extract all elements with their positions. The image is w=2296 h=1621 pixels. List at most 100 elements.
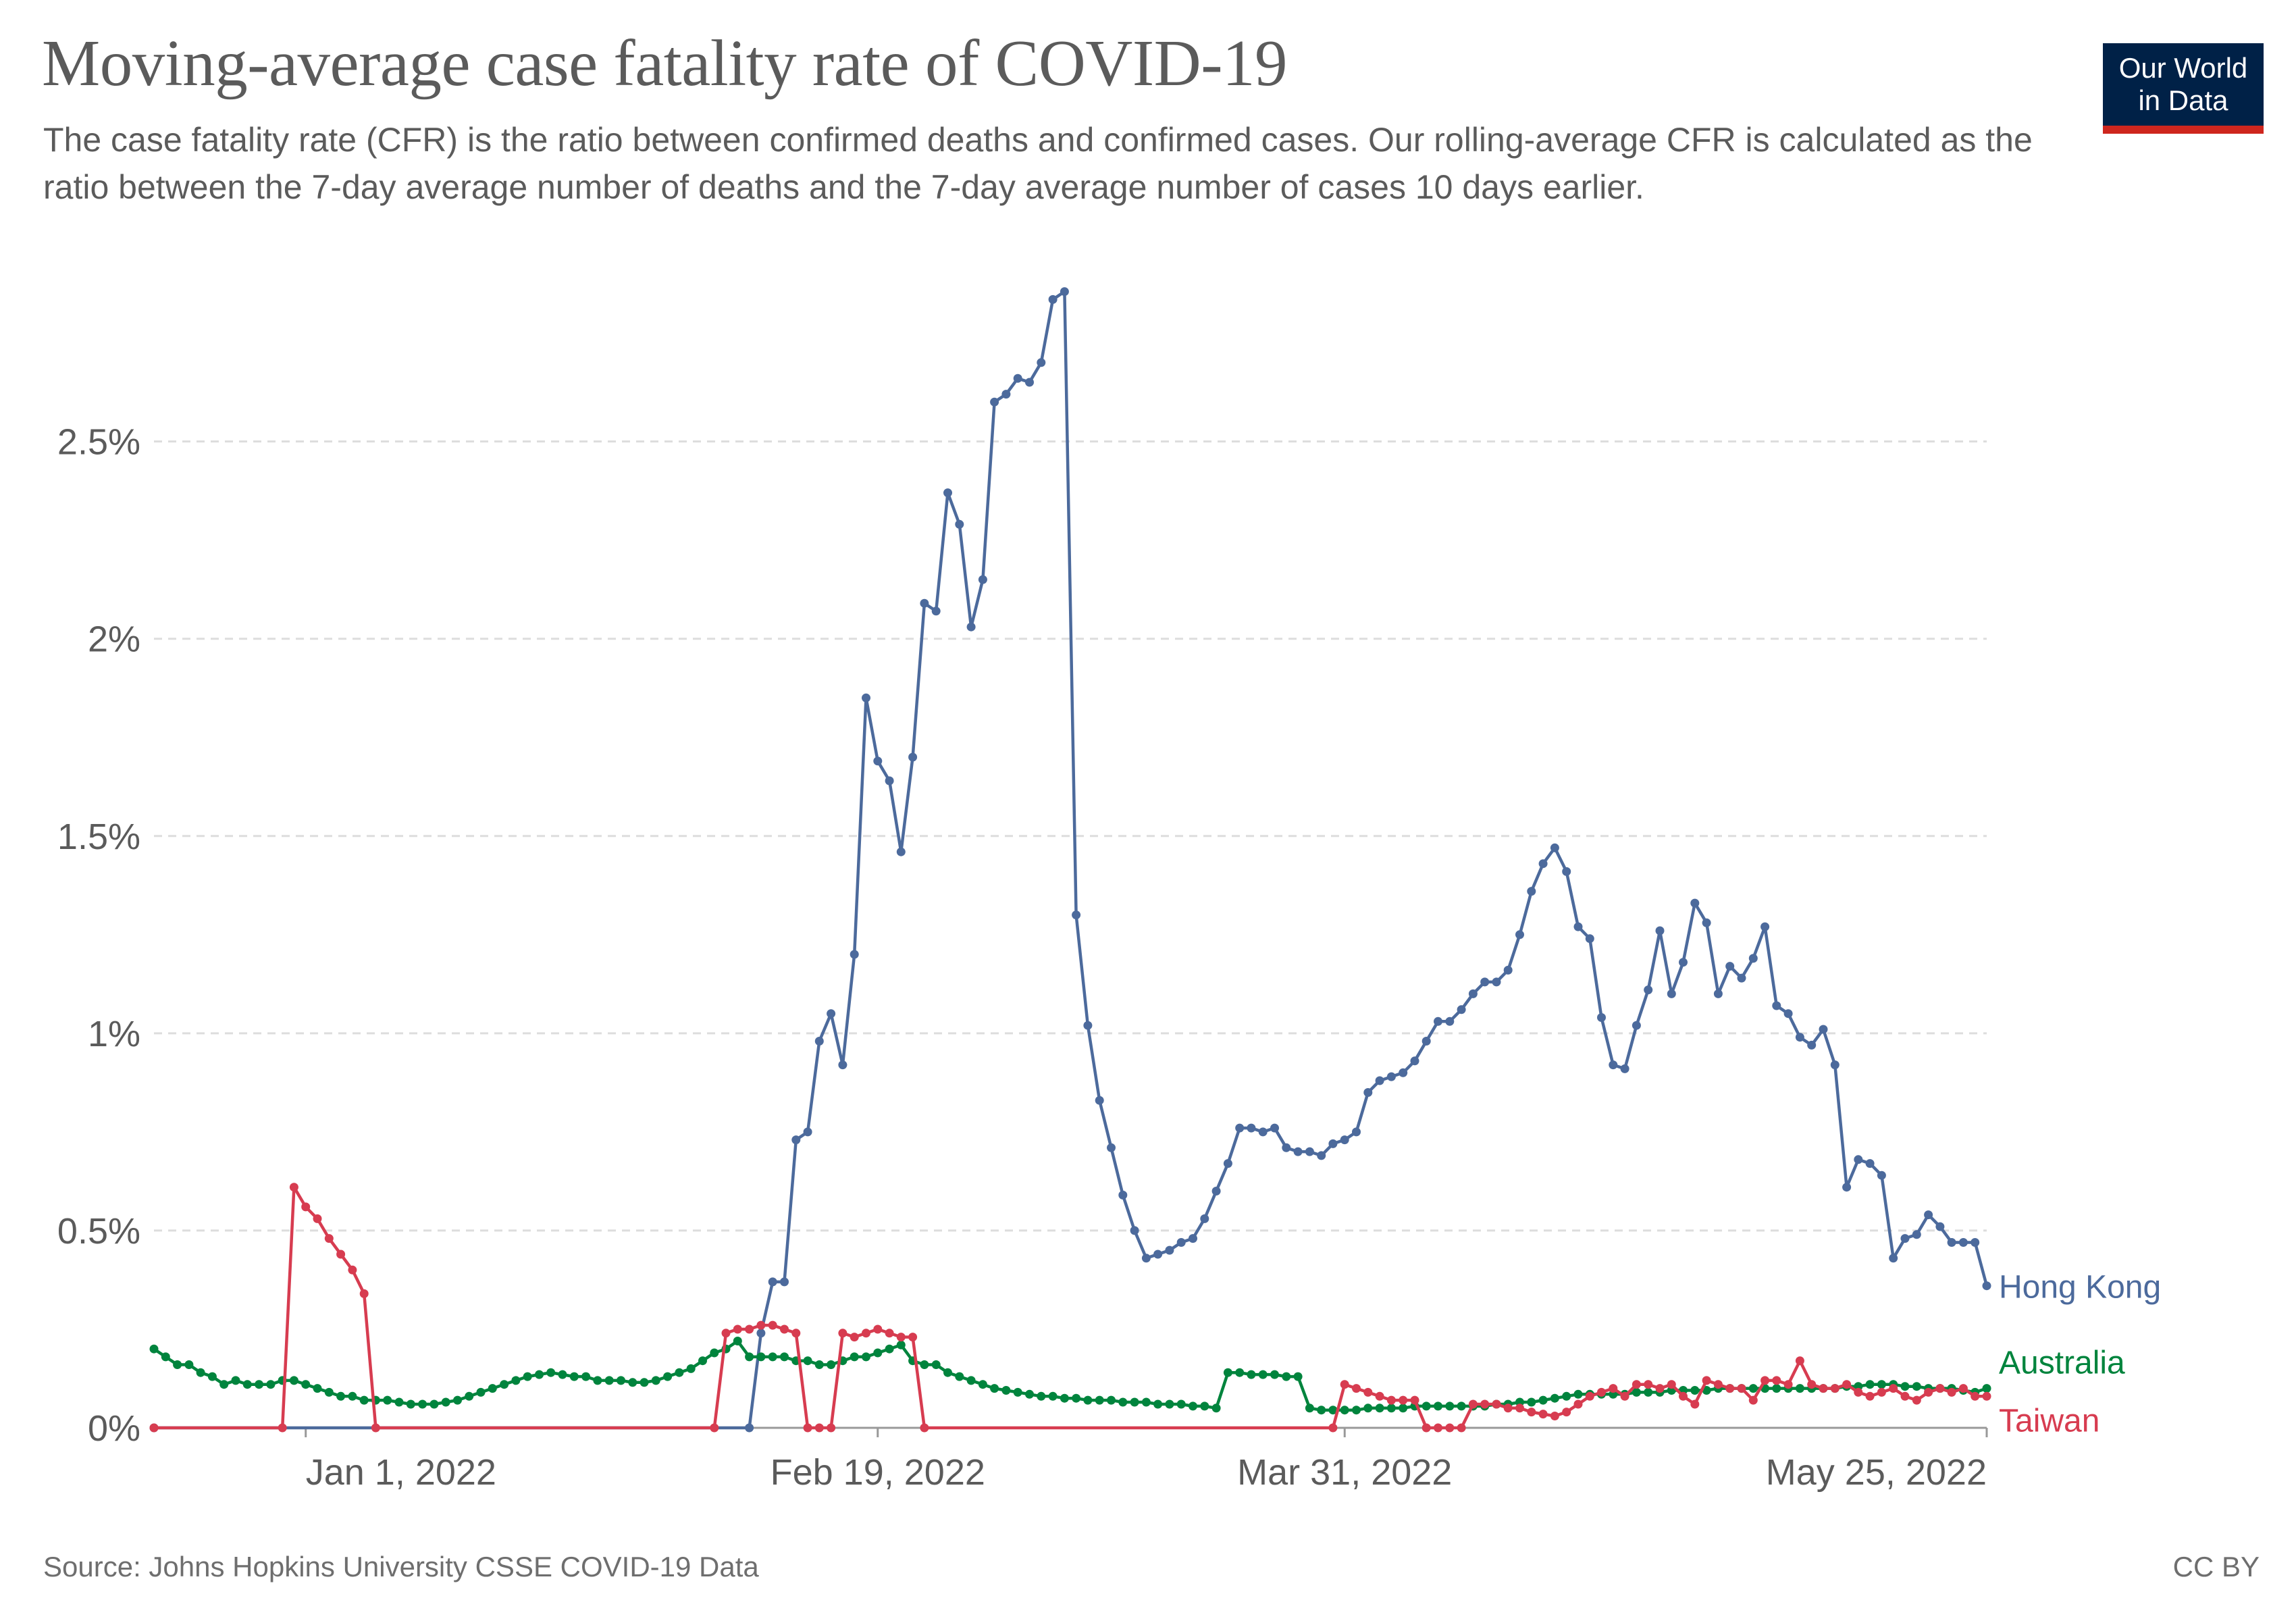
data-point [1527, 1408, 1536, 1417]
data-point [1480, 1399, 1490, 1409]
chart-subtitle: The case fatality rate (CFR) is the rati… [43, 121, 2033, 206]
data-point [1760, 1376, 1770, 1385]
data-point [1270, 1370, 1279, 1379]
data-point [1573, 1399, 1583, 1409]
data-point [1048, 1391, 1058, 1401]
data-point [418, 1399, 427, 1409]
data-point [1293, 1372, 1303, 1381]
data-point [500, 1380, 509, 1389]
series-australia [149, 1337, 1991, 1415]
data-point [1667, 989, 1676, 998]
data-point [1445, 1401, 1455, 1411]
data-point [1282, 1143, 1291, 1152]
data-point [1644, 985, 1653, 995]
data-point [803, 1127, 812, 1137]
data-point [289, 1376, 298, 1385]
data-point [768, 1277, 777, 1287]
data-point [1725, 962, 1735, 971]
data-point [1421, 1037, 1431, 1046]
data-point [1690, 1386, 1700, 1395]
data-point [383, 1395, 392, 1405]
series-lines [149, 287, 1991, 1433]
data-point [313, 1214, 322, 1223]
data-point [1597, 1387, 1606, 1397]
data-point [1971, 1391, 1980, 1401]
data-point [1737, 1384, 1746, 1393]
data-point [1200, 1401, 1209, 1411]
data-point [943, 1368, 952, 1377]
data-point [535, 1370, 544, 1379]
data-point [1690, 898, 1700, 908]
data-point [289, 1183, 298, 1192]
data-point [1189, 1234, 1197, 1243]
data-point [1013, 1387, 1022, 1397]
data-point [1865, 1380, 1875, 1389]
data-point [1515, 1404, 1524, 1413]
data-point [1468, 989, 1478, 998]
data-point [1434, 1017, 1442, 1026]
data-point [628, 1378, 637, 1387]
data-point [803, 1423, 812, 1433]
data-point [1527, 887, 1536, 896]
data-point [1270, 1123, 1279, 1133]
data-point [1737, 973, 1746, 983]
data-point [242, 1380, 252, 1389]
data-point [745, 1352, 754, 1362]
data-point [1457, 1401, 1466, 1411]
data-point [1679, 958, 1688, 967]
data-point [1095, 1395, 1104, 1405]
license-link[interactable]: CC BY [2172, 1551, 2260, 1583]
data-point [1795, 1033, 1804, 1042]
data-point [1702, 1376, 1711, 1385]
data-point [1538, 1410, 1548, 1419]
data-point [1293, 1147, 1303, 1156]
data-point [896, 1333, 906, 1342]
data-point [838, 1060, 847, 1070]
data-point [1935, 1222, 1945, 1231]
data-point [873, 1324, 883, 1334]
owid-logo[interactable]: Our World in Data [2103, 43, 2264, 134]
data-point [1632, 1380, 1641, 1389]
data-point [1060, 1393, 1069, 1403]
data-point [943, 488, 952, 498]
data-point [1515, 930, 1524, 940]
data-point [1375, 1404, 1384, 1413]
data-point [1305, 1147, 1314, 1156]
data-point [791, 1135, 801, 1145]
data-point [1165, 1399, 1174, 1409]
data-point [745, 1423, 754, 1433]
data-point [885, 1329, 894, 1338]
data-point [1655, 1384, 1665, 1393]
data-point [1748, 1395, 1758, 1405]
data-point [1340, 1380, 1349, 1389]
data-point [1211, 1187, 1221, 1195]
series-line [154, 290, 1989, 1430]
data-point [1783, 1380, 1793, 1389]
data-point [663, 1372, 673, 1381]
data-point [1830, 1060, 1840, 1070]
data-point [1410, 1056, 1419, 1066]
data-point [1317, 1151, 1326, 1160]
data-point [1153, 1250, 1163, 1259]
data-point [1399, 1068, 1408, 1077]
data-point [1924, 1210, 1933, 1220]
data-point [920, 598, 929, 608]
data-point [838, 1329, 847, 1338]
data-point [978, 1380, 987, 1389]
data-point [1772, 1376, 1781, 1385]
data-point [1644, 1387, 1653, 1397]
data-point [1772, 1001, 1781, 1010]
data-point [1562, 1391, 1571, 1401]
y-tick-label: 1.5% [57, 817, 140, 857]
data-point [1410, 1395, 1419, 1405]
y-tick-label: 0.5% [57, 1211, 140, 1252]
data-point [1550, 1412, 1559, 1420]
data-point [896, 847, 906, 856]
data-point [336, 1250, 346, 1259]
logo-line-2: in Data [2138, 84, 2228, 116]
data-point [1247, 1123, 1256, 1133]
data-point [1982, 1391, 1991, 1401]
data-point [862, 1352, 870, 1362]
data-point [862, 1329, 870, 1338]
data-point [1072, 1393, 1081, 1403]
